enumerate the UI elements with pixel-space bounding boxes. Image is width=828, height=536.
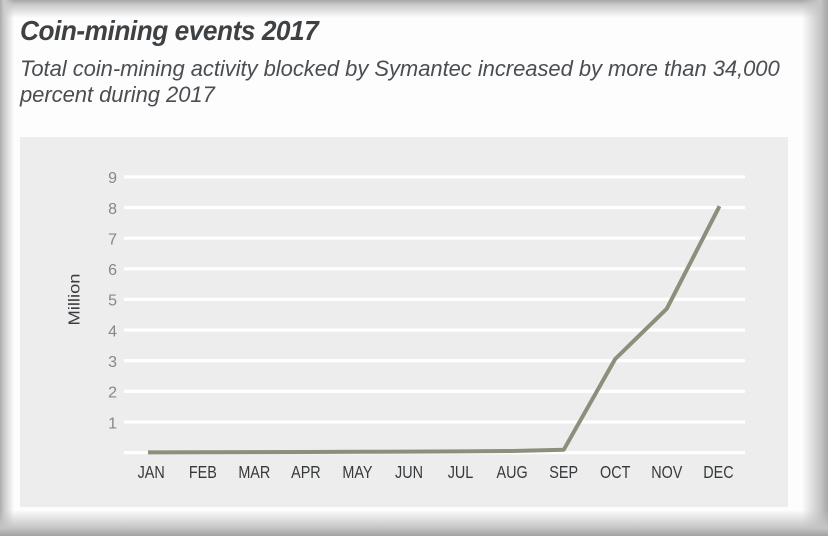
svg-text:SEP: SEP (549, 463, 578, 483)
svg-text:JAN: JAN (138, 463, 165, 483)
svg-text:NOV: NOV (651, 463, 682, 483)
svg-text:6: 6 (108, 262, 117, 279)
svg-text:5: 5 (108, 293, 117, 310)
svg-text:DEC: DEC (703, 463, 734, 483)
svg-text:AUG: AUG (497, 463, 528, 483)
svg-text:OCT: OCT (600, 463, 630, 483)
svg-text:JUN: JUN (395, 463, 423, 483)
svg-text:1: 1 (108, 415, 117, 432)
svg-text:FEB: FEB (189, 463, 217, 483)
svg-text:MAY: MAY (342, 463, 372, 483)
svg-text:9: 9 (108, 170, 117, 187)
svg-text:8: 8 (108, 201, 117, 218)
svg-text:7: 7 (108, 232, 117, 249)
svg-text:MAR: MAR (238, 463, 270, 483)
svg-text:4: 4 (108, 323, 117, 340)
svg-text:3: 3 (108, 354, 117, 371)
svg-text:JUL: JUL (448, 463, 474, 483)
svg-text:2: 2 (108, 385, 117, 402)
svg-text:Million: Million (66, 274, 83, 326)
svg-text:APR: APR (291, 463, 321, 483)
